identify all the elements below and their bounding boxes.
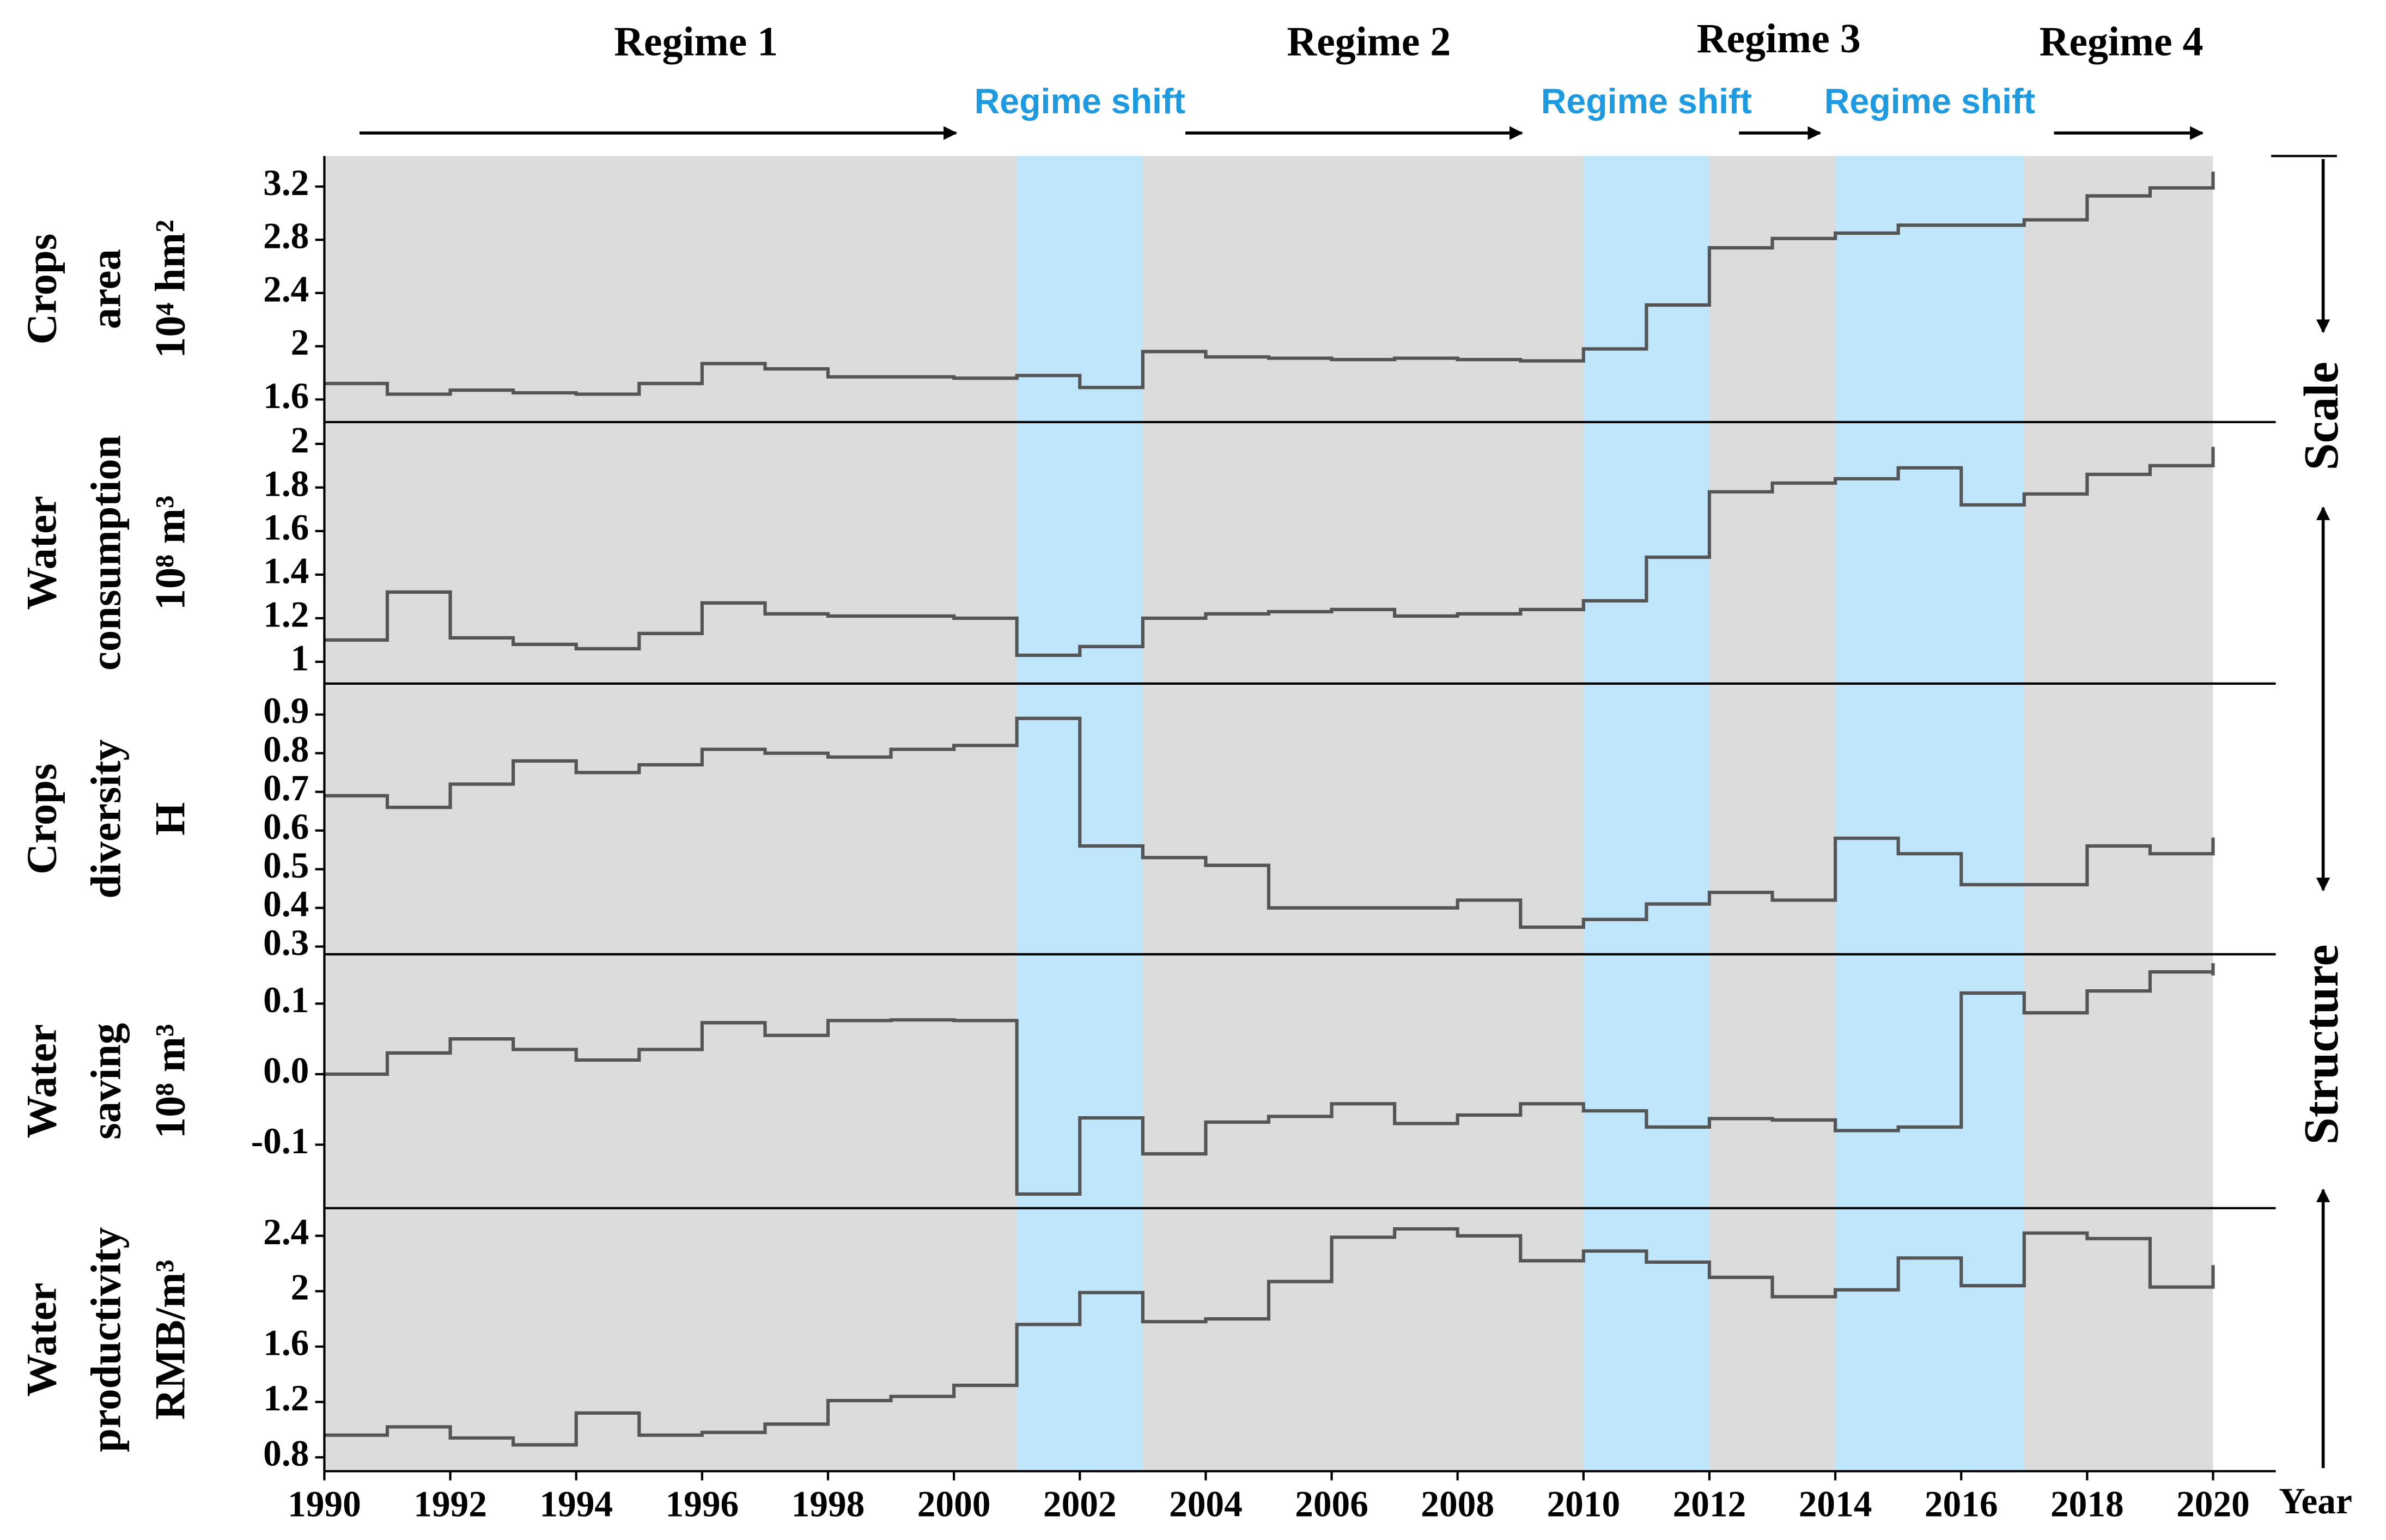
y-tick-label: 2.4: [263, 1212, 309, 1252]
y-tick-label: 2: [291, 1267, 309, 1308]
y-axis-label: 10⁸ m³: [147, 495, 194, 610]
x-axis-label: Year: [2279, 1481, 2352, 1521]
x-tick-label: 2016: [1925, 1483, 1998, 1524]
x-tick-label: 1990: [288, 1483, 361, 1524]
foreground: Regime shift Regime shift Regime shiftRegi…: [19, 16, 2276, 1524]
regime-label: Regime 2: [1287, 19, 1451, 65]
y-tick-label: 1.2: [263, 1378, 309, 1419]
y-tick-label: 0.8: [263, 729, 309, 770]
y-tick-label: 0.9: [263, 690, 309, 731]
y-tick-label: 1.6: [263, 507, 309, 547]
step-line: [324, 963, 2215, 1196]
x-tick-label: 1998: [792, 1483, 865, 1524]
y-axis-label: consumption: [82, 435, 130, 671]
regime-shift-band: [1835, 156, 2024, 1471]
side-label: Scale: [2294, 362, 2348, 471]
x-tick-label: 1996: [665, 1483, 739, 1524]
y-tick-label: 0.4: [263, 884, 309, 924]
x-tick-label: 1994: [539, 1483, 613, 1524]
y-tick-label: 1.4: [263, 550, 309, 591]
y-tick-label: 1.6: [263, 1322, 309, 1363]
backgrounds: [324, 156, 2213, 1471]
y-tick-label: 0.3: [263, 922, 309, 963]
y-tick-label: 0.1: [263, 979, 309, 1020]
x-tick-label: 2004: [1169, 1483, 1243, 1524]
y-axis-label: Water: [19, 1282, 66, 1397]
x-tick-label: 2000: [917, 1483, 991, 1524]
x-tick-label: 2014: [1799, 1483, 1872, 1524]
regime-label: Regime 1: [614, 19, 778, 65]
y-tick-label: 1.2: [263, 594, 309, 635]
regime-shift-band: [1583, 156, 1709, 1471]
x-tick-label: 2020: [2176, 1483, 2250, 1524]
x-tick-label: 2006: [1295, 1483, 1368, 1524]
x-tick-label: 2008: [1421, 1483, 1494, 1524]
y-axis-label: Crops: [19, 763, 66, 874]
x-tick-label: 2018: [2050, 1483, 2124, 1524]
y-tick-label: 0.8: [263, 1433, 309, 1474]
y-axis-label: Water: [19, 1024, 66, 1139]
y-tick-label: 0.6: [263, 806, 309, 847]
y-axis-label: diversity: [82, 739, 130, 899]
y-axis-label: Water: [19, 496, 66, 610]
y-tick-label: 2.4: [263, 269, 309, 309]
step-line: [324, 716, 2215, 929]
x-tick-label: 1992: [413, 1483, 487, 1524]
y-tick-label: 3.2: [263, 162, 309, 203]
y-axis-label: H: [147, 802, 194, 836]
step-line: [324, 1227, 2215, 1447]
y-axis-label: area: [82, 249, 130, 329]
side-label: Structure: [2294, 945, 2348, 1145]
y-tick-label: 1.8: [263, 463, 309, 504]
y-tick-label: 2: [291, 322, 309, 363]
x-tick-label: 2010: [1547, 1483, 1620, 1524]
x-tick-label: 2002: [1043, 1483, 1117, 1524]
regime-label: Regime 3: [1697, 16, 1861, 62]
regime-label: Regime 4: [2040, 19, 2204, 65]
y-axis-label: 10⁸ m³: [147, 1024, 194, 1139]
step-line: [324, 447, 2215, 657]
regime-shift-label: Regime shift: [975, 82, 1185, 121]
y-tick-label: 0.7: [263, 768, 309, 808]
y-tick-label: 0.5: [263, 845, 309, 886]
step-line: [324, 172, 2215, 396]
y-axis-label: RMB/m³: [147, 1259, 194, 1420]
y-tick-label: 2: [291, 419, 309, 460]
y-axis-label: saving: [82, 1023, 130, 1140]
regime-shift-label: Regime shift: [1824, 82, 2035, 121]
y-axis-label: productivity: [82, 1227, 130, 1452]
y-tick-label: 1: [291, 637, 309, 678]
y-tick-label: 2.8: [263, 216, 309, 257]
y-axis-label: Crops: [19, 234, 66, 345]
y-tick-label: 0.0: [263, 1050, 309, 1091]
y-tick-label: -0.1: [251, 1121, 309, 1161]
y-tick-label: 1.6: [263, 375, 309, 416]
y-axis-label: 10⁴ hm²: [147, 220, 194, 358]
regime-shift-label: Regime shift: [1541, 82, 1752, 121]
x-tick-label: 2012: [1673, 1483, 1746, 1524]
